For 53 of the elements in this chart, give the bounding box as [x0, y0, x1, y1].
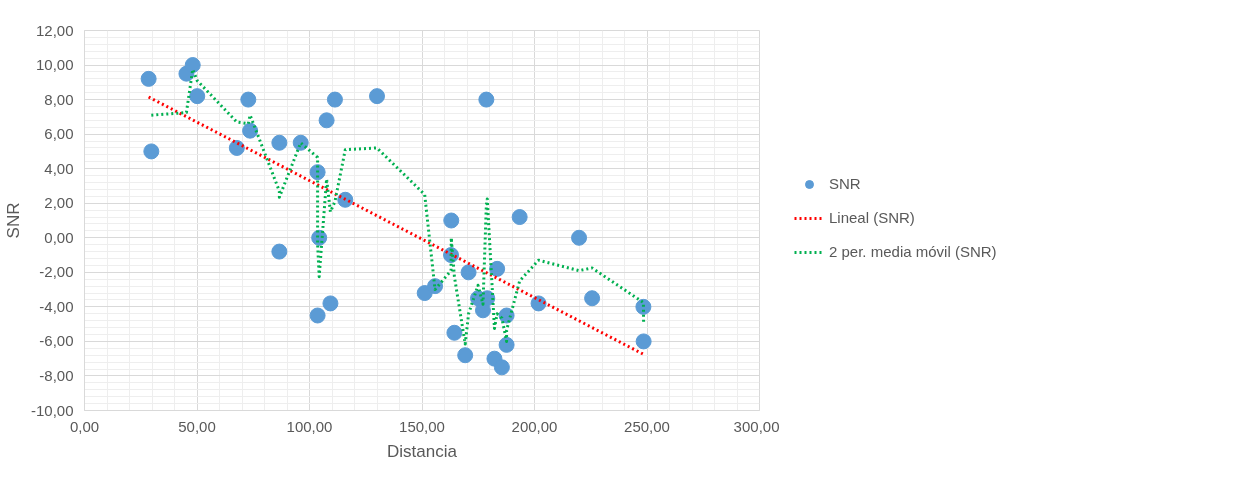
point: [184, 57, 201, 74]
point: [240, 91, 257, 108]
y-tick-label: -2,00: [39, 263, 74, 281]
y-tick-label: 2,00: [44, 194, 74, 212]
point: [242, 122, 259, 139]
point: [635, 298, 652, 315]
legend-label: Lineal (SNR): [829, 209, 915, 226]
point: [446, 324, 463, 341]
point: [478, 91, 495, 108]
y-tick-label: -8,00: [39, 366, 74, 384]
y-tick-label: 10,00: [35, 56, 74, 74]
point: [489, 260, 506, 277]
point: [309, 307, 326, 324]
point: [460, 264, 477, 281]
point: [498, 336, 515, 353]
point: [511, 209, 528, 226]
x-tick-label: 150,00: [399, 417, 445, 435]
point: [143, 143, 160, 160]
y-tick-label: 8,00: [44, 90, 74, 108]
point: [271, 134, 288, 151]
y-tick-label: 4,00: [44, 159, 74, 177]
point: [322, 295, 339, 312]
point: [493, 359, 510, 376]
point: [443, 212, 460, 229]
y-axis-title: SNR: [3, 202, 23, 239]
point: [228, 139, 245, 156]
y-tick-label: -10,00: [30, 401, 74, 419]
point: [292, 134, 309, 151]
point: [318, 112, 335, 129]
x-tick-label: 300,00: [733, 417, 780, 435]
y-tick-label: -6,00: [39, 332, 74, 350]
point: [271, 243, 288, 260]
y-tick-label: -4,00: [39, 297, 74, 315]
point: [635, 333, 652, 350]
point: [584, 290, 601, 307]
point: [369, 88, 385, 105]
point: [189, 88, 206, 105]
legend-label: SNR: [829, 175, 861, 192]
point: [326, 91, 343, 108]
point: [140, 70, 157, 87]
legend-label: 2 per. media móvil (SNR): [829, 243, 997, 260]
x-tick-label: 200,00: [511, 417, 558, 435]
point: [457, 347, 474, 364]
y-tick-label: 6,00: [44, 125, 74, 143]
x-tick-label: 50,00: [178, 417, 216, 435]
x-axis-title: Distancia: [387, 441, 458, 461]
point: [571, 229, 588, 246]
y-tick-label: 0,00: [44, 228, 74, 246]
x-tick-label: 250,00: [624, 417, 670, 435]
x-tick-label: 0,00: [69, 417, 100, 435]
x-tick-label: 100,00: [286, 417, 333, 435]
y-tick-label: 12,00: [35, 21, 74, 39]
point: [530, 295, 547, 312]
